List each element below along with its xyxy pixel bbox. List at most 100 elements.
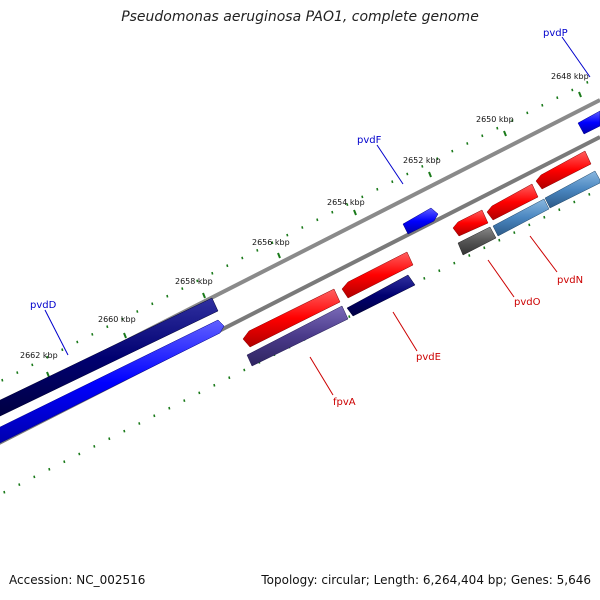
gene-label-fpvA[interactable]: fpvA	[333, 397, 356, 408]
cds-red-b[interactable]	[535, 150, 592, 190]
tick-dot	[271, 241, 274, 245]
tick-dot	[511, 119, 514, 122]
cds-pvdP[interactable]	[577, 110, 600, 135]
cds-fpvA-lower[interactable]	[246, 305, 349, 367]
tick-dot	[18, 483, 21, 486]
tick-dot	[136, 310, 139, 313]
tick-dot	[31, 363, 34, 367]
tick-dot	[196, 279, 199, 283]
tick-label-2648: 2648 kbp	[551, 72, 589, 81]
tick-dot	[153, 414, 156, 418]
tick-dot	[588, 193, 591, 196]
tick-dot	[3, 490, 6, 494]
cds-fpvA[interactable]	[242, 288, 341, 348]
tick-dot	[168, 406, 171, 410]
leader-pvdN	[529, 235, 558, 273]
tick-dot	[241, 256, 244, 260]
leader-pvdD	[44, 309, 69, 356]
cds-pvdF[interactable]	[402, 207, 439, 235]
map-title: Pseudomonas aeruginosa PAO1, complete ge…	[121, 9, 479, 25]
tick-dot	[228, 376, 231, 380]
tick-label-2660: 2660 kbp	[98, 315, 136, 324]
tick-dot	[513, 231, 516, 234]
tick-dot	[106, 325, 109, 329]
tick-dot	[391, 180, 394, 184]
tick-dot	[91, 333, 94, 336]
tick-dot	[108, 437, 111, 441]
tick-dot	[361, 195, 364, 199]
tick-dot	[348, 315, 351, 318]
leader-pvdE	[392, 311, 418, 352]
tick-dot	[226, 264, 229, 268]
tick-dot	[556, 96, 559, 100]
tick-dot	[316, 218, 319, 222]
leader-fpvA	[309, 356, 334, 396]
tick-dot	[76, 340, 79, 344]
tick-dot	[166, 294, 169, 298]
tick-dot	[1, 378, 4, 382]
tick-dot	[571, 88, 574, 92]
tick-dot	[181, 287, 184, 290]
tick-dot	[151, 302, 154, 306]
tick-dot	[183, 399, 186, 402]
leader-pvdF	[376, 144, 404, 185]
forward-features	[0, 110, 600, 445]
gene-label-pvdF[interactable]: pvdF	[357, 135, 382, 146]
gene-label-pvdO[interactable]: pvdO	[514, 297, 541, 308]
tick-dot	[63, 460, 66, 464]
tick-dot	[346, 203, 349, 206]
reverse-features	[242, 150, 600, 367]
tick-dot	[376, 187, 379, 191]
tick-label-2652: 2652 kbp	[403, 156, 441, 165]
cds-pvdD-outer[interactable]	[0, 297, 219, 418]
cds-pvdO[interactable]	[457, 226, 497, 256]
tick-dot	[496, 126, 499, 130]
tick-dot	[558, 208, 561, 212]
tick-dot	[121, 317, 124, 321]
cds-red-a[interactable]	[486, 183, 539, 221]
cds-pvdE[interactable]	[346, 274, 416, 317]
tick-dot	[526, 111, 529, 115]
cds-pvdD[interactable]	[0, 319, 225, 445]
tick-label-2654: 2654 kbp	[327, 198, 365, 207]
tick-dot	[243, 368, 246, 372]
tick-dot	[48, 467, 51, 471]
tick-dot	[451, 149, 454, 153]
cds-pvdE-upper[interactable]	[341, 251, 414, 299]
tick-dot	[286, 233, 289, 237]
tick-dot	[301, 226, 304, 229]
tick-label-2656: 2656 kbp	[252, 238, 290, 247]
tick-dot	[138, 422, 141, 425]
tick-dot	[438, 269, 441, 273]
tick-dot	[33, 475, 36, 479]
scale-ticks	[46, 91, 582, 378]
cds-pvdN[interactable]	[492, 198, 550, 237]
tick-dot	[468, 254, 471, 257]
tick-dot	[198, 391, 201, 395]
tick-dot	[213, 383, 216, 387]
tick-dots-upper	[1, 81, 589, 382]
tick-dot	[453, 261, 456, 265]
tick-dot	[211, 271, 214, 275]
tick-dot	[498, 238, 501, 242]
leader-pvdO	[487, 259, 515, 298]
gene-label-pvdP[interactable]: pvdP	[543, 28, 568, 39]
tick-dot	[528, 223, 531, 227]
tick-dot	[586, 81, 589, 84]
tick-dot	[331, 210, 334, 214]
tick-dot	[423, 277, 426, 280]
gene-label-pvdN[interactable]: pvdN	[557, 275, 583, 286]
tick-dot	[61, 348, 64, 352]
tick-dot	[481, 134, 484, 138]
tick-dot	[421, 165, 424, 168]
tick-dot	[256, 249, 259, 252]
tick-dot	[16, 371, 19, 374]
tick-label-2658: 2658 kbp	[175, 277, 213, 286]
accession-text: Accession: NC_002516	[9, 573, 146, 587]
cds-steel-b[interactable]	[544, 170, 600, 209]
gene-label-pvdD[interactable]: pvdD	[30, 300, 57, 311]
tick-dot	[406, 172, 409, 176]
gene-label-pvdE[interactable]: pvdE	[416, 352, 441, 363]
tick-dot	[541, 103, 544, 107]
cds-pvdO-upper[interactable]	[452, 209, 489, 237]
